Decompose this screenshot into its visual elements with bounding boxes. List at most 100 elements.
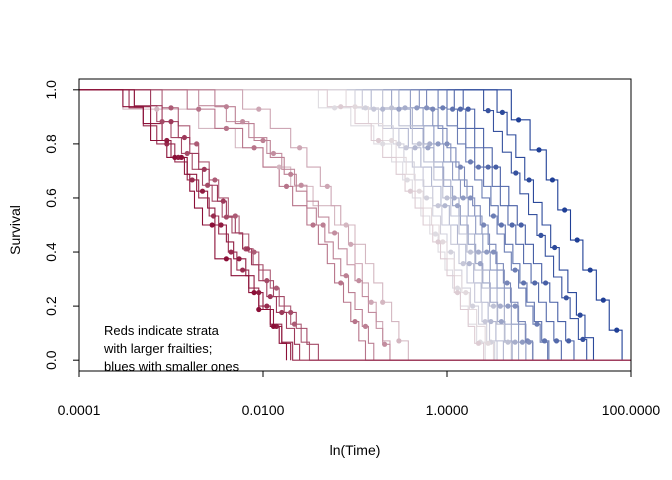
censor-point xyxy=(423,195,430,201)
censor-point xyxy=(356,278,362,284)
censor-point xyxy=(239,119,246,125)
censor-point xyxy=(228,249,234,255)
censor-point xyxy=(457,164,464,170)
x-tick-label: 0.0100 xyxy=(242,402,285,418)
censor-point xyxy=(256,289,262,296)
censor-point xyxy=(196,106,202,112)
censor-point xyxy=(505,339,511,345)
censor-point xyxy=(440,105,446,111)
censor-point xyxy=(380,299,386,305)
survival-curve xyxy=(79,89,631,361)
censor-point xyxy=(549,177,556,183)
censor-point xyxy=(538,232,544,238)
survival-curve xyxy=(79,89,623,361)
censor-point xyxy=(352,318,358,325)
censor-point xyxy=(210,213,217,219)
censor-point xyxy=(251,289,257,296)
censor-point xyxy=(497,303,503,309)
censor-point xyxy=(223,104,229,110)
censor-point xyxy=(283,183,290,189)
censor-point xyxy=(251,249,257,255)
censor-point xyxy=(442,203,448,209)
censor-point xyxy=(504,280,510,286)
censor-point xyxy=(499,109,505,115)
censor-point xyxy=(574,237,580,243)
censor-point xyxy=(279,309,285,316)
censor-point xyxy=(168,105,174,111)
censor-point xyxy=(444,195,450,201)
censor-point xyxy=(320,222,326,228)
survival-curve xyxy=(79,89,631,361)
survival-curve xyxy=(79,89,485,361)
censor-point xyxy=(454,289,461,296)
x-tick-label: 100.0000 xyxy=(602,402,661,418)
censor-point xyxy=(485,108,491,114)
censor-point xyxy=(380,106,386,112)
y-tick-label: 0.6 xyxy=(43,188,59,208)
survival-curve xyxy=(79,89,631,361)
censor-point xyxy=(380,141,386,147)
censor-point xyxy=(267,293,273,300)
censor-point xyxy=(515,117,522,123)
x-axis-title: ln(Time) xyxy=(330,442,381,458)
censor-point xyxy=(205,182,211,188)
censor-point xyxy=(440,239,446,245)
censor-point xyxy=(270,323,277,329)
censor-point xyxy=(509,222,515,228)
survival-curve xyxy=(79,89,631,361)
censor-point xyxy=(481,222,487,228)
censor-point xyxy=(513,170,519,176)
censor-point xyxy=(310,222,316,228)
annotation-line-1: Reds indicate strata xyxy=(104,323,220,338)
censor-point xyxy=(543,280,549,286)
censor-point xyxy=(498,222,504,228)
y-axis-title: Survival xyxy=(7,205,23,255)
censor-point xyxy=(541,338,548,344)
censor-point xyxy=(512,267,518,273)
censor-point xyxy=(389,105,395,111)
censor-point xyxy=(348,241,354,247)
x-ticks: 0.0001 0.0100 1.0000 100.0000 xyxy=(58,371,661,418)
y-tick-label: 0.2 xyxy=(43,296,59,316)
censor-point xyxy=(396,338,402,344)
censor-point xyxy=(291,321,298,327)
censor-point xyxy=(485,164,491,170)
censor-point xyxy=(184,150,190,157)
censor-point xyxy=(454,285,461,291)
censor-point xyxy=(223,125,229,132)
censor-point xyxy=(435,203,441,209)
y-tick-label: 0.4 xyxy=(43,242,59,262)
censor-point xyxy=(297,145,303,151)
censor-point xyxy=(264,278,270,284)
censor-point xyxy=(425,145,431,151)
censor-markers xyxy=(154,104,620,347)
y-tick-label: 0.8 xyxy=(43,134,59,154)
censor-point xyxy=(256,106,262,112)
censor-point xyxy=(467,159,474,165)
censor-point xyxy=(338,104,344,110)
survival-curve xyxy=(79,89,391,361)
censor-point xyxy=(194,141,200,147)
censor-point xyxy=(475,340,482,346)
censor-point xyxy=(396,106,402,112)
censor-point xyxy=(236,256,242,262)
censor-point xyxy=(414,105,420,111)
censor-point xyxy=(467,195,474,201)
censor-point xyxy=(382,341,388,347)
censor-point xyxy=(362,323,369,329)
censor-point xyxy=(276,164,282,170)
survival-curve xyxy=(79,89,292,361)
censor-point xyxy=(518,222,524,228)
censor-point xyxy=(512,303,518,309)
censor-point xyxy=(484,249,490,255)
censor-point xyxy=(220,198,226,204)
censor-point xyxy=(465,106,471,112)
y-tick-label: 0.0 xyxy=(43,350,59,370)
censor-point xyxy=(416,188,422,194)
censor-point xyxy=(454,203,461,209)
censor-point xyxy=(181,134,188,141)
survival-curve xyxy=(79,89,631,361)
censor-point xyxy=(470,303,476,309)
censor-point xyxy=(488,318,494,325)
censor-point xyxy=(362,105,369,111)
